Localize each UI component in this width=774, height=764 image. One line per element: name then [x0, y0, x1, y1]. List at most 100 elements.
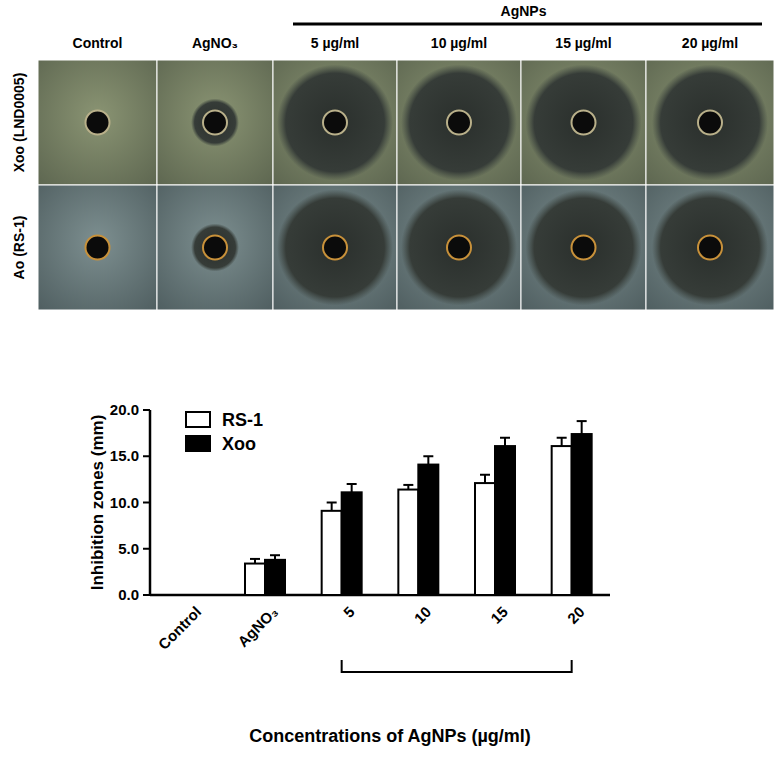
y-tick	[143, 594, 150, 596]
x-axis-title: Concentrations of AgNPs (µg/ml)	[249, 726, 531, 746]
column-label: 15 µg/ml	[555, 35, 611, 51]
error-bar	[577, 421, 587, 434]
row-label: Xoo (LND0005)	[11, 73, 27, 173]
legend-label: Xoo	[222, 434, 256, 454]
group-label: AgNPs	[501, 3, 547, 19]
x-tick-label: Control	[155, 603, 205, 653]
bar	[552, 446, 572, 595]
dish-photo	[273, 60, 397, 185]
dish-photo	[397, 60, 521, 185]
y-tick-label: 5.0	[118, 540, 139, 557]
inhibition-halo	[401, 190, 517, 306]
row-label: Ao (RS-1)	[11, 216, 27, 280]
y-tick	[143, 409, 150, 411]
error-stem	[581, 421, 583, 434]
dish-photo	[38, 185, 157, 310]
error-cap	[270, 554, 280, 556]
y-tick-label: 15.0	[110, 447, 139, 464]
well	[698, 111, 722, 135]
error-bar	[500, 438, 510, 446]
error-cap	[250, 558, 260, 560]
x-tick-label: 5	[340, 603, 358, 621]
bar	[418, 465, 438, 595]
error-stem	[484, 475, 486, 483]
error-bar	[327, 503, 337, 511]
well	[572, 111, 596, 135]
column-label: 5 µg/ml	[311, 35, 360, 51]
dish-photo	[273, 185, 397, 310]
well	[86, 111, 110, 135]
dish-photo	[38, 60, 157, 185]
group-line	[293, 23, 762, 26]
error-cap	[423, 455, 433, 457]
y-tick-label: 10.0	[110, 494, 139, 511]
bar	[265, 560, 285, 595]
legend: RS-1 Xoo	[186, 410, 263, 454]
dish-photo	[157, 185, 273, 310]
well	[323, 111, 347, 135]
inhibition-halo	[191, 224, 239, 272]
inhibition-halo	[191, 99, 239, 147]
well	[86, 236, 110, 260]
error-cap	[480, 474, 490, 476]
error-bar	[403, 485, 413, 490]
inhibition-halo	[526, 65, 642, 181]
well	[447, 236, 471, 260]
well	[572, 236, 596, 260]
legend-label: RS-1	[222, 410, 263, 430]
bracket	[342, 660, 572, 672]
inhibition-halo	[652, 190, 768, 306]
bar	[495, 446, 515, 595]
inhibition-halo	[277, 65, 393, 181]
error-bar	[270, 555, 280, 560]
bar	[572, 434, 592, 595]
column-label: 10 µg/ml	[431, 35, 487, 51]
well	[698, 236, 722, 260]
well	[203, 236, 227, 260]
y-tick	[143, 502, 150, 504]
error-bar	[480, 475, 490, 483]
y-tick	[143, 455, 150, 457]
x-tick-label: 20	[564, 603, 588, 627]
legend-swatch	[186, 436, 210, 451]
error-bar	[557, 438, 567, 446]
inhibition-halo	[277, 190, 393, 306]
y-tick	[143, 548, 150, 550]
well	[447, 111, 471, 135]
error-cap	[347, 483, 357, 485]
error-cap	[403, 484, 413, 486]
photo-grid: AgNPsControlAgNO₃5 µg/ml10 µg/ml15 µg/ml…	[11, 3, 774, 310]
well	[323, 236, 347, 260]
error-cap	[557, 437, 567, 439]
inhibition-halo	[652, 65, 768, 181]
column-label: AgNO₃	[192, 35, 238, 51]
dish-photo	[646, 60, 774, 185]
column-label: 20 µg/ml	[682, 35, 738, 51]
figure: AgNPs Control AgNO₃ 5 µg/ml 10 µg/ml 15 µg/ml…	[0, 0, 774, 764]
error-stem	[427, 456, 429, 464]
bar	[245, 564, 265, 595]
x-axis	[150, 594, 610, 597]
inhibition-halo	[526, 190, 642, 306]
bar	[342, 492, 362, 595]
dish-photo	[397, 185, 521, 310]
y-tick-label: 20.0	[110, 401, 139, 418]
error-cap	[577, 420, 587, 422]
error-stem	[331, 503, 333, 511]
error-bar	[250, 559, 260, 564]
bar	[398, 490, 418, 595]
bar	[188, 594, 208, 595]
bar	[475, 483, 495, 595]
dish-photo	[646, 185, 774, 310]
y-tick-label: 0.0	[118, 586, 139, 603]
bars	[245, 421, 592, 595]
error-bar	[347, 484, 357, 492]
dish-photo	[521, 60, 646, 185]
bar	[322, 511, 342, 595]
error-stem	[351, 484, 353, 492]
dish-photo	[157, 60, 273, 185]
inhibition-halo	[401, 65, 517, 181]
x-tick-label: AgNO₃	[234, 603, 281, 650]
chart: 0.05.010.015.020.0Inhibition zones (mm)C…	[88, 401, 610, 746]
dish-photo	[521, 185, 646, 310]
